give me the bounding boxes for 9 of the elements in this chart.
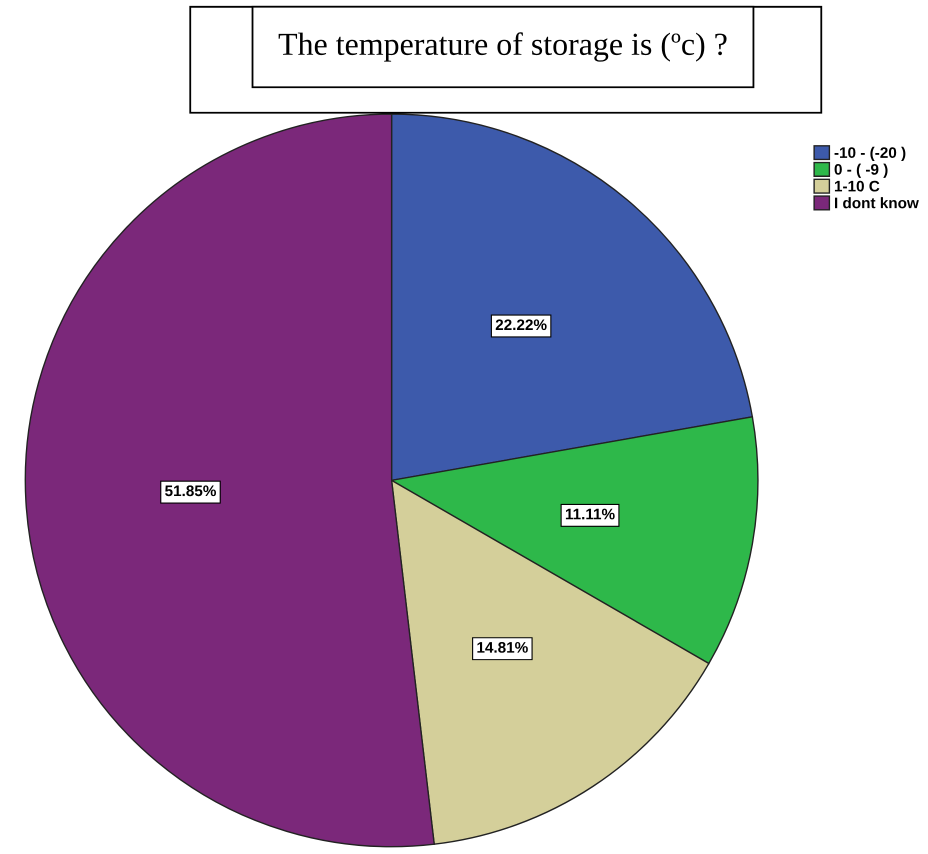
data-label: 51.85%: [165, 485, 216, 496]
data-label: 14.81%: [477, 642, 528, 653]
legend-label: I dont know: [835, 197, 919, 208]
legend-label: -10 - (-20 ): [834, 146, 906, 162]
chart-title: The temperature of storage is (ºc) ?: [278, 32, 727, 62]
data-label: 11.11%: [566, 508, 615, 520]
legend-label: 0 - ( -9 ): [834, 164, 888, 178]
legend-label: 1-10 C: [834, 180, 880, 192]
data-label: 22.22%: [496, 319, 547, 330]
